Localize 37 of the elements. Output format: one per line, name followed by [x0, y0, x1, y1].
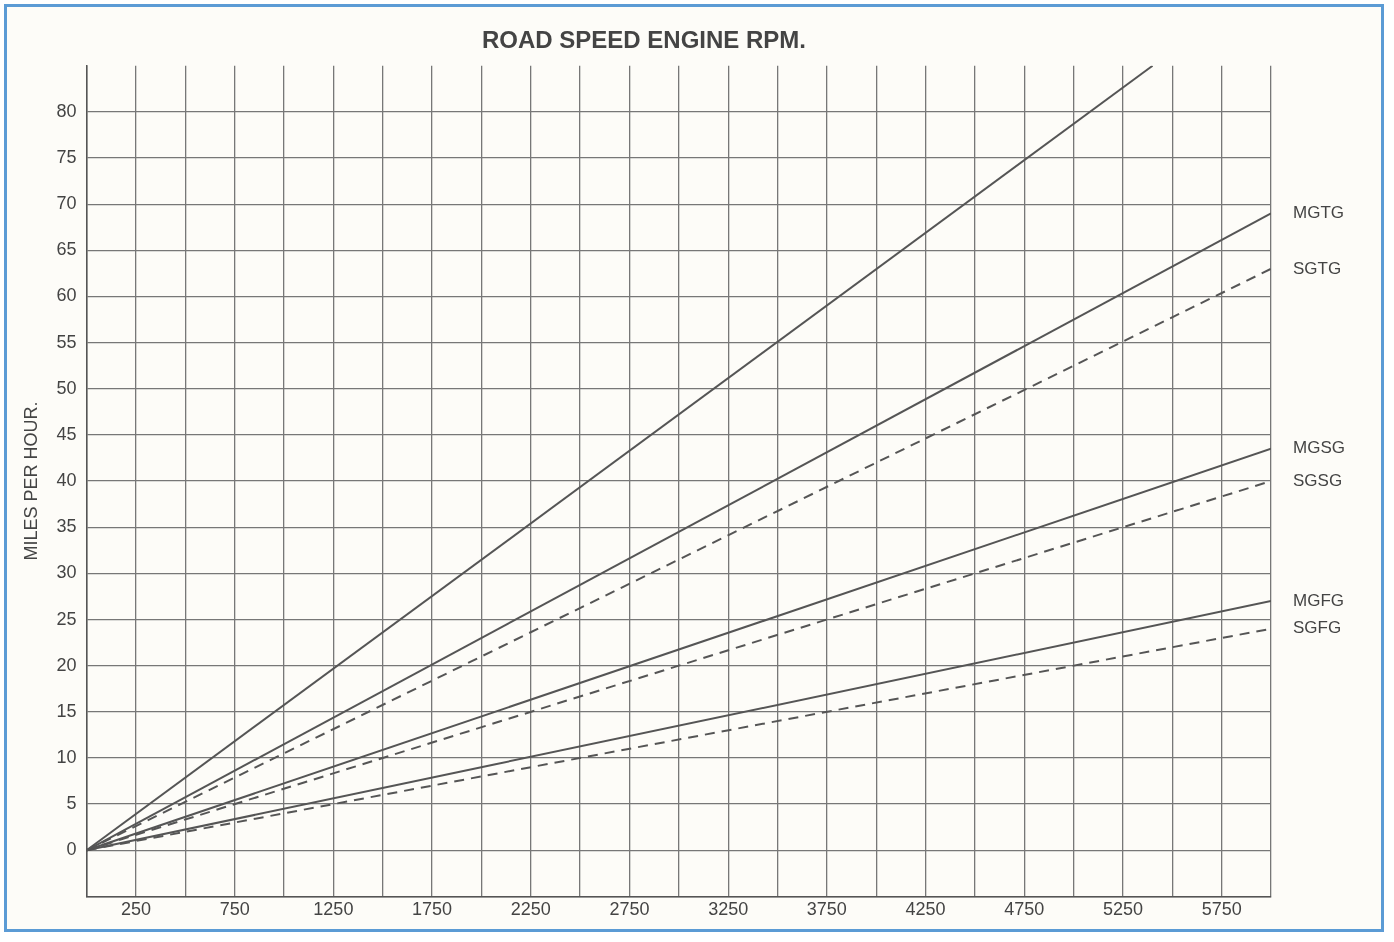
series-label: MGTG: [1293, 203, 1344, 223]
x-tick-label: 4250: [905, 899, 946, 920]
y-tick-label: 60: [56, 285, 77, 306]
y-tick-label: 20: [56, 654, 77, 675]
y-tick-label: 55: [56, 331, 77, 352]
x-tick-label: 5750: [1201, 899, 1242, 920]
x-tick-label: 3250: [708, 899, 749, 920]
chart-title: ROAD SPEED ENGINE RPM.: [481, 26, 807, 54]
y-tick-label: 75: [56, 147, 77, 168]
series-label: SGSG: [1293, 470, 1343, 490]
series-label: SGTG: [1293, 258, 1342, 278]
y-tick-label: 65: [56, 239, 77, 260]
x-tick-label: 2250: [510, 899, 551, 920]
x-tick-label: 250: [120, 899, 151, 920]
y-tick-label: 45: [56, 423, 77, 444]
x-tick-label: 2750: [609, 899, 650, 920]
y-tick-label: 35: [56, 516, 77, 537]
y-tick-label: 25: [56, 608, 77, 629]
y-tick-label: 5: [66, 793, 77, 814]
y-tick-label: 10: [56, 746, 77, 767]
y-tick-label: 30: [56, 562, 77, 583]
y-tick-label: 70: [56, 193, 77, 214]
series-label: SGFG: [1293, 618, 1342, 638]
x-tick-label: 5250: [1102, 899, 1143, 920]
x-tick-label: 4750: [1004, 899, 1045, 920]
y-tick-label: 50: [56, 377, 77, 398]
y-tick-label: 0: [66, 839, 77, 860]
y-tick-label: 40: [56, 470, 77, 491]
y-tick-label: 15: [56, 700, 77, 721]
y-tick-label: 80: [56, 100, 77, 121]
x-tick-label: 3750: [806, 899, 847, 920]
series-label: MGSG: [1293, 438, 1345, 458]
x-tick-label: 1750: [412, 899, 453, 920]
y-axis-title: MILES PER HOUR.: [20, 401, 41, 561]
x-tick-label: 750: [219, 899, 250, 920]
series-label: MGFG: [1293, 590, 1344, 610]
x-tick-label: 1250: [313, 899, 354, 920]
